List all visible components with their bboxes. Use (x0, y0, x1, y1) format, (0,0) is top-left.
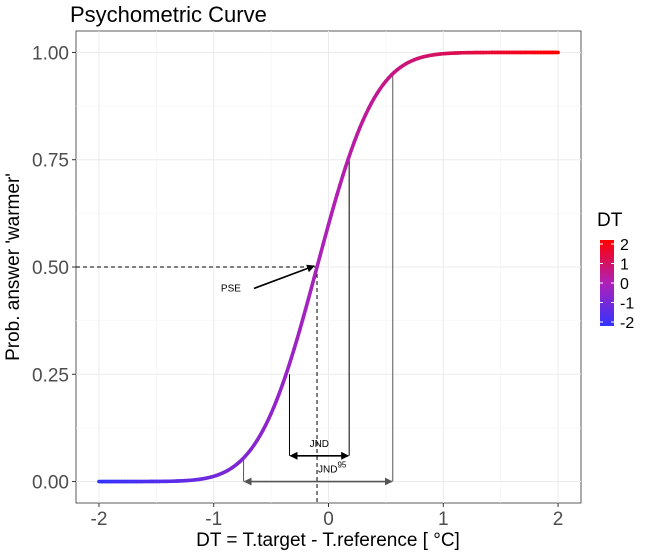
legend-tick-label: 2 (620, 237, 629, 254)
y-tick-label: 1.00 (32, 43, 69, 64)
x-tick-label: 1 (438, 509, 449, 530)
x-tick-label: 2 (553, 509, 564, 530)
y-axis: 0.00 0.25 0.50 0.75 1.00 (32, 43, 76, 494)
y-tick-label: 0.25 (32, 365, 69, 386)
x-tick-label: 0 (323, 509, 334, 530)
pse-label: PSE (221, 283, 241, 294)
y-tick-label: 0.00 (32, 473, 69, 494)
legend-tick-label: 1 (620, 257, 629, 274)
curve-segment (320, 233, 328, 248)
legend-ticks: 2 1 0 -1 -2 (600, 237, 634, 332)
legend-colorbar (600, 240, 614, 326)
curve-segment (318, 243, 325, 259)
jnd95-superscript: 95 (337, 461, 346, 470)
pse-arrow (253, 264, 315, 290)
x-tick-label: -2 (91, 509, 108, 530)
y-tick-label: 0.50 (32, 258, 69, 279)
curve-segment (309, 275, 316, 291)
curve-segment (312, 265, 319, 280)
x-tick-label: -1 (205, 509, 222, 530)
curve-segment (315, 254, 322, 269)
legend-tick-label: -2 (620, 315, 634, 332)
legend-tick-label: 0 (620, 276, 629, 293)
curve-segment (306, 286, 314, 301)
legend: DT 2 1 0 -1 -2 (597, 210, 634, 332)
legend-title: DT (597, 210, 623, 231)
y-axis-label: Prob. answer 'warmer' (3, 173, 24, 361)
curve-segment (323, 222, 331, 237)
psychometric-curve (97, 50, 560, 484)
legend-tick-label: -1 (620, 296, 634, 313)
jnd-label: JND (310, 439, 329, 450)
x-axis: -2 -1 0 1 2 (91, 503, 564, 530)
x-axis-label: DT = T.target - T.reference [ °C] (196, 530, 460, 551)
chart-title: Psychometric Curve (70, 2, 267, 27)
y-tick-label: 0.75 (32, 151, 69, 172)
curve-segment (303, 297, 311, 312)
